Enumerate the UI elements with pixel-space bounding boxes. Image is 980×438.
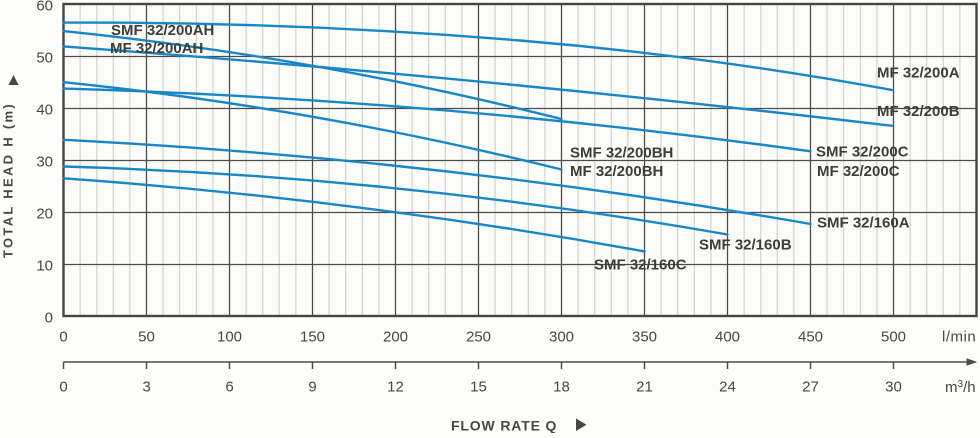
svg-text:21: 21 <box>636 379 653 396</box>
svg-text:MF 32/200AH: MF 32/200AH <box>110 40 203 57</box>
svg-text:TOTAL HEAD H (m): TOTAL HEAD H (m) <box>0 102 15 258</box>
svg-text:SMF 32/200C: SMF 32/200C <box>816 144 909 161</box>
svg-text:500: 500 <box>881 329 906 346</box>
svg-text:SMF 32/160A: SMF 32/160A <box>817 215 910 232</box>
svg-text:SMF 32/160B: SMF 32/160B <box>699 237 792 254</box>
svg-text:FLOW RATE Q: FLOW RATE Q <box>451 418 557 434</box>
svg-text:MF 32/200A: MF 32/200A <box>877 65 960 82</box>
svg-text:30: 30 <box>36 154 53 171</box>
svg-text:3: 3 <box>142 379 150 396</box>
svg-text:15: 15 <box>470 379 487 396</box>
svg-text:SMF 32/200AH: SMF 32/200AH <box>111 22 214 39</box>
svg-text:27: 27 <box>802 379 819 396</box>
svg-text:l/min: l/min <box>942 329 976 346</box>
svg-text:100: 100 <box>217 329 242 346</box>
svg-text:0: 0 <box>59 329 67 346</box>
svg-text:6: 6 <box>225 379 233 396</box>
svg-text:50: 50 <box>138 329 155 346</box>
svg-text:SMF 32/200BH: SMF 32/200BH <box>570 145 673 162</box>
svg-text:50: 50 <box>36 50 53 67</box>
svg-text:24: 24 <box>719 379 736 396</box>
svg-text:30: 30 <box>885 379 902 396</box>
svg-text:400: 400 <box>715 329 740 346</box>
svg-text:MF 32/200C: MF 32/200C <box>817 163 900 180</box>
svg-text:200: 200 <box>383 329 408 346</box>
svg-text:350: 350 <box>632 329 657 346</box>
svg-text:m3/h: m3/h <box>945 379 976 396</box>
svg-text:450: 450 <box>798 329 823 346</box>
svg-text:18: 18 <box>553 379 570 396</box>
svg-text:40: 40 <box>36 102 53 119</box>
svg-text:12: 12 <box>387 379 404 396</box>
svg-text:0: 0 <box>45 310 53 327</box>
svg-text:9: 9 <box>308 379 316 396</box>
svg-text:60: 60 <box>36 0 53 15</box>
svg-text:250: 250 <box>466 329 491 346</box>
svg-text:300: 300 <box>549 329 574 346</box>
svg-text:10: 10 <box>36 258 53 275</box>
svg-text:150: 150 <box>300 329 325 346</box>
svg-text:0: 0 <box>59 379 67 396</box>
svg-text:MF 32/200BH: MF 32/200BH <box>570 163 663 180</box>
svg-text:20: 20 <box>36 206 53 223</box>
svg-text:MF 32/200B: MF 32/200B <box>877 103 960 120</box>
svg-text:SMF 32/160C: SMF 32/160C <box>594 256 687 273</box>
